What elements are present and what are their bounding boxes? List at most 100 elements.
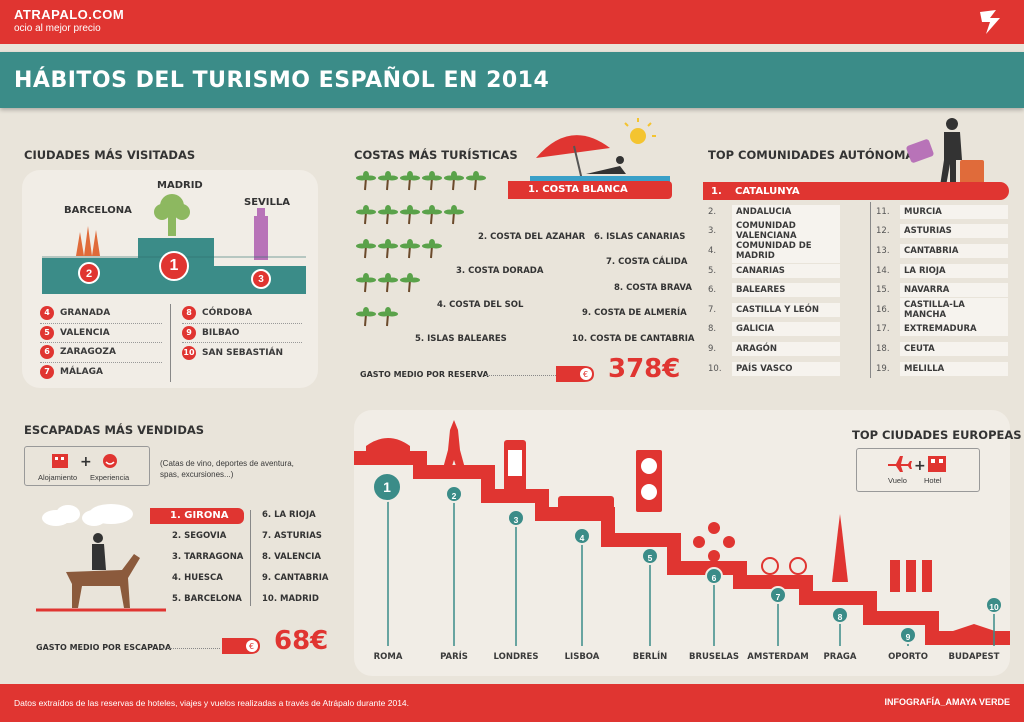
costa-item-4: 4. COSTA DEL SOL bbox=[437, 300, 524, 310]
ciudades-list-left: 4 GRANADA 5 VALENCIA 6 ZARAGOZA 7 MÁLAGA bbox=[40, 304, 162, 382]
top-bar bbox=[0, 0, 1024, 44]
escapada-item: 10. MADRID bbox=[262, 594, 319, 604]
comunidades-divider bbox=[870, 202, 871, 378]
eu-city-label: AMSTERDAM bbox=[747, 652, 809, 662]
footer-credit[interactable]: INFOGRAFÍA_AMAYA VERDE bbox=[884, 697, 1010, 707]
eu-rank-5: 5 bbox=[641, 547, 659, 565]
escapada-item: 5. BARCELONA bbox=[172, 594, 242, 604]
palm-icon bbox=[422, 171, 442, 191]
eu-city-label: BUDAPEST bbox=[948, 652, 1000, 662]
palm-icon bbox=[356, 307, 376, 327]
atrapalo-logo-icon[interactable] bbox=[976, 6, 1006, 38]
escapada-item: 3. TARRAGONA bbox=[172, 552, 244, 562]
podium-rank-3: 3 bbox=[251, 269, 271, 289]
palm-icon bbox=[466, 171, 486, 191]
palm-icon bbox=[400, 205, 420, 225]
palm-rows bbox=[356, 171, 486, 327]
list-item: 14. LA RIOJA bbox=[876, 261, 1016, 281]
eu-rank-3: 3 bbox=[507, 509, 525, 527]
ciudades-heading: CIUDADES MÁS VISITADAS bbox=[24, 148, 196, 162]
list-item: 8. GALICIA bbox=[708, 320, 868, 340]
list-item: 4 GRANADA bbox=[40, 304, 162, 324]
list-item: 18. CEUTA bbox=[876, 339, 1016, 359]
svg-text:+: + bbox=[914, 458, 926, 474]
palm-icon bbox=[356, 205, 376, 225]
list-item: 16. CASTILLA-LA MANCHA bbox=[876, 297, 1016, 322]
palm-icon bbox=[378, 205, 398, 225]
escapadas-gasto-value: 68€ bbox=[274, 626, 329, 656]
comunidades-list-right: 11. MURCIA 12. ASTURIAS 13. CANTABRIA 14. LA… bbox=[876, 202, 1016, 378]
escapada-item: 2. SEGOVIA bbox=[172, 531, 227, 541]
list-item: 13. CANTABRIA bbox=[876, 241, 1016, 261]
palm-icon bbox=[400, 171, 420, 191]
palm-icon bbox=[400, 273, 420, 293]
podium-name-1: MADRID bbox=[157, 180, 203, 191]
svg-text:+: + bbox=[80, 454, 92, 470]
list-item: 2. ANDALUCIA bbox=[708, 202, 868, 222]
europeas-legend-box bbox=[856, 448, 980, 492]
costas-gasto-label: GASTO MEDIO POR RESERVA bbox=[360, 370, 489, 379]
brand-name[interactable]: ATRAPALO.COM bbox=[14, 7, 125, 22]
costa-item-6: 6. ISLAS CANARIAS bbox=[594, 232, 686, 242]
eu-rank-6: 6 bbox=[705, 567, 723, 585]
list-item: 7 MÁLAGA bbox=[40, 363, 162, 383]
escapadas-divider bbox=[250, 510, 251, 606]
eu-city-label: PRAGA bbox=[823, 652, 857, 662]
title-band: HÁBITOS DEL TURISMO ESPAÑOL EN 2014 bbox=[0, 52, 1024, 108]
escapadas-heading: ESCAPADAS MÁS VENDIDAS bbox=[24, 423, 205, 437]
costa-top: 1. COSTA BLANCA bbox=[508, 181, 672, 199]
list-item: 12. ASTURIAS bbox=[876, 222, 1016, 242]
list-item: 9 BILBAO bbox=[182, 324, 302, 343]
svg-text:€: € bbox=[583, 370, 588, 379]
comunidad-top: 1. CATALUNYA bbox=[703, 182, 1009, 200]
eu-city-label: ROMA bbox=[373, 652, 403, 662]
costa-item-10: 10. COSTA DE CANTABRIA bbox=[572, 334, 695, 344]
podium-rank-1: 1 bbox=[159, 251, 189, 281]
list-divider bbox=[170, 304, 171, 382]
eu-city-label: LONDRES bbox=[493, 652, 539, 662]
list-item: 15. NAVARRA bbox=[876, 280, 1016, 300]
palm-icon bbox=[378, 273, 398, 293]
eu-rank-7: 7 bbox=[769, 586, 787, 604]
eu-city-label: OPORTO bbox=[888, 652, 928, 662]
hand-money-icon: € bbox=[222, 638, 260, 654]
list-item: 5 VALENCIA bbox=[40, 324, 162, 343]
palm-icon bbox=[444, 171, 464, 191]
list-item: 4. COMUNIDAD DE MADRID bbox=[708, 238, 868, 263]
eu-rank-2: 2 bbox=[445, 485, 463, 503]
legend-hotel: Hotel bbox=[924, 476, 942, 485]
legend-vuelo: Vuelo bbox=[888, 476, 907, 485]
footer-source: Datos extraídos de las reservas de hotel… bbox=[14, 698, 410, 708]
list-item: 19. MELILLA bbox=[876, 359, 1016, 379]
eu-rank-8: 8 bbox=[831, 606, 849, 624]
europeas-heading: TOP CIUDADES EUROPEAS bbox=[852, 428, 1022, 442]
palm-icon bbox=[356, 239, 376, 259]
beach-umbrella-icon bbox=[530, 118, 670, 184]
legend-experiencia: Experiencia bbox=[90, 473, 130, 482]
palm-icon bbox=[356, 171, 376, 191]
palm-icon bbox=[444, 205, 464, 225]
comunidades-heading: TOP COMUNIDADES AUTÓNOMAS bbox=[708, 148, 923, 162]
costa-item-8: 8. COSTA BRAVA bbox=[614, 283, 692, 293]
comunidades-list-left: 2. ANDALUCIA 3. COMUNIDAD VALENCIANA 4. COM… bbox=[708, 202, 868, 378]
gasto-dotted-line bbox=[486, 375, 556, 376]
list-item: 10. PAÍS VASCO bbox=[708, 359, 868, 379]
list-item: 10 SAN SEBASTIÁN bbox=[182, 345, 284, 360]
costa-item-9: 9. COSTA DE ALMERÍA bbox=[582, 308, 687, 318]
escapadas-note: (Catas de vino, deportes de aventura, sp… bbox=[160, 459, 294, 479]
escapada-item: 8. VALENCIA bbox=[262, 552, 321, 562]
eu-city-label: PARÍS bbox=[440, 652, 468, 662]
plane-plus-hotel-icon: + bbox=[888, 456, 946, 474]
escapadas-gasto-label: GASTO MEDIO POR ESCAPADA bbox=[36, 643, 172, 652]
list-item: 6. BALEARES bbox=[708, 280, 868, 300]
palm-icon bbox=[400, 239, 420, 259]
list-item: 17. EXTREMADURA bbox=[876, 320, 1016, 340]
palm-icon bbox=[422, 239, 442, 259]
costa-item-3: 3. COSTA DORADA bbox=[456, 266, 544, 276]
eu-rank-4: 4 bbox=[573, 527, 591, 545]
footer-bar: Datos extraídos de las reservas de hotel… bbox=[0, 684, 1024, 722]
podium-rank-2: 2 bbox=[78, 262, 100, 284]
escapada-item: 7. ASTURIAS bbox=[262, 531, 322, 541]
costa-item-7: 7. COSTA CÁLIDA bbox=[606, 257, 688, 267]
list-item: 8 CÓRDOBA bbox=[182, 304, 302, 324]
